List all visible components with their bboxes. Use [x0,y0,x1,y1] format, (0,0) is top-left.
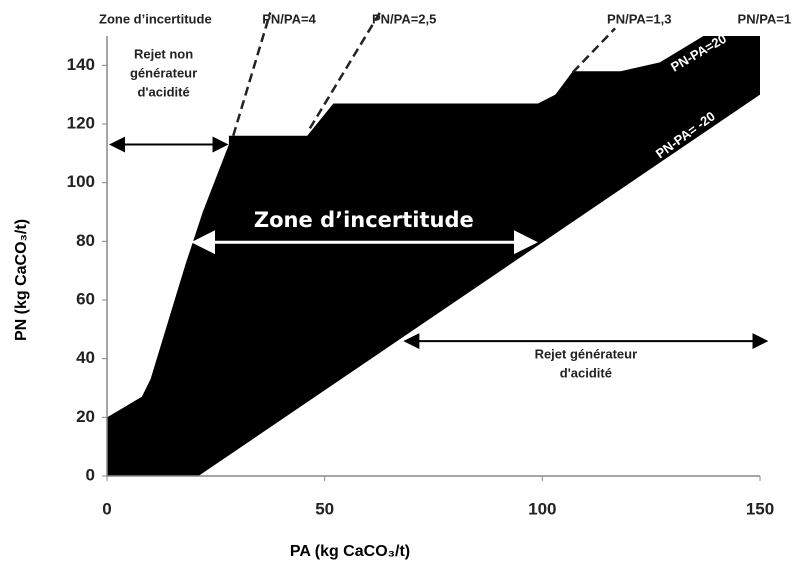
x-axis-label: PA (kg CaCO₃/t) [290,543,410,560]
x-tick-label: 50 [315,499,334,518]
y-tick-label: 20 [76,407,95,426]
ratio-line [232,12,272,137]
y-tick-label: 140 [67,55,95,74]
annotation: Rejet générateur d'acidité [535,346,638,380]
ratio-line [308,11,382,130]
y-tick-label: 40 [76,348,95,367]
ratio-label: PN/PA=4 [262,11,316,26]
x-tick-label: 100 [528,499,556,518]
ratio-label: PN/PA=1 [738,11,792,26]
annotation-text: Rejet non [134,47,193,62]
x-tick-label: 150 [746,499,774,518]
annotation-text: Zone d’incertitude [254,208,474,232]
ratio-label: PN/PA=2,5 [372,11,436,26]
annotation: Zone d’incertitude [254,208,474,232]
y-tick-label: 100 [67,172,95,191]
uncertainty-zone [107,36,760,476]
ratio-line [571,27,616,74]
annotation-text: Rejet générateur [535,346,638,361]
ratio-label: PN/PA=1,3 [607,11,671,26]
ratio-label: Zone d’incertitude [99,11,212,26]
y-tick-label: 0 [86,465,95,484]
y-tick-label: 120 [67,113,95,132]
annotation: Rejet non générateur d'acidité [130,47,197,100]
annotation-text: d'acidité [560,365,612,380]
x-tick-label: 0 [102,499,111,518]
y-axis-label: PN (kg CaCO₃/t) [13,219,30,341]
annotation-text: générateur [130,66,197,81]
y-tick-label: 80 [76,231,95,250]
y-tick-label: 60 [76,289,95,308]
annotation-text: d'acidité [137,85,189,100]
